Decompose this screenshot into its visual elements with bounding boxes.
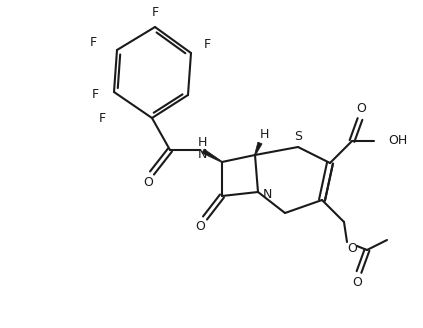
Text: O: O bbox=[195, 220, 205, 234]
Text: N: N bbox=[262, 189, 272, 201]
Text: F: F bbox=[99, 112, 106, 125]
Text: F: F bbox=[89, 36, 96, 50]
Polygon shape bbox=[202, 149, 222, 162]
Text: O: O bbox=[352, 276, 362, 289]
Text: F: F bbox=[151, 6, 159, 18]
Text: F: F bbox=[203, 37, 211, 51]
Text: F: F bbox=[91, 89, 99, 101]
Text: OH: OH bbox=[388, 134, 407, 148]
Text: O: O bbox=[356, 102, 366, 115]
Text: S: S bbox=[294, 131, 302, 144]
Text: N: N bbox=[197, 148, 207, 160]
Polygon shape bbox=[255, 142, 262, 155]
Text: H: H bbox=[197, 136, 207, 150]
Text: O: O bbox=[347, 241, 357, 255]
Text: H: H bbox=[259, 129, 269, 141]
Text: O: O bbox=[143, 176, 153, 190]
